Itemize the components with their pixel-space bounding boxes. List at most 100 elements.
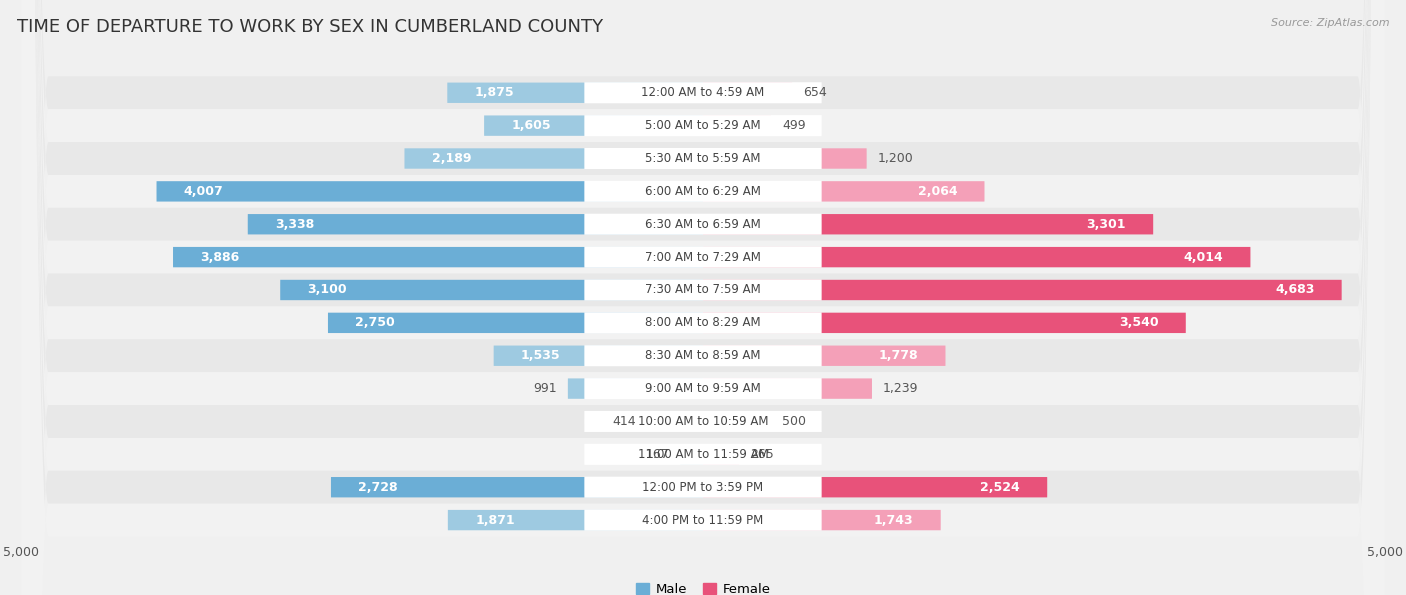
Text: 7:30 AM to 7:59 AM: 7:30 AM to 7:59 AM bbox=[645, 283, 761, 296]
FancyBboxPatch shape bbox=[703, 411, 772, 431]
Text: 3,338: 3,338 bbox=[276, 218, 315, 231]
FancyBboxPatch shape bbox=[484, 115, 703, 136]
FancyBboxPatch shape bbox=[703, 148, 866, 169]
FancyBboxPatch shape bbox=[585, 345, 821, 367]
FancyBboxPatch shape bbox=[585, 444, 821, 465]
Text: 4:00 PM to 11:59 PM: 4:00 PM to 11:59 PM bbox=[643, 513, 763, 527]
Text: Source: ZipAtlas.com: Source: ZipAtlas.com bbox=[1271, 18, 1389, 28]
Text: 1,875: 1,875 bbox=[475, 86, 515, 99]
Text: 2,750: 2,750 bbox=[356, 317, 395, 330]
FancyBboxPatch shape bbox=[703, 444, 740, 465]
Text: 500: 500 bbox=[782, 415, 806, 428]
Text: TIME OF DEPARTURE TO WORK BY SEX IN CUMBERLAND COUNTY: TIME OF DEPARTURE TO WORK BY SEX IN CUMB… bbox=[17, 18, 603, 36]
FancyBboxPatch shape bbox=[585, 148, 821, 169]
FancyBboxPatch shape bbox=[585, 280, 821, 300]
FancyBboxPatch shape bbox=[21, 0, 1385, 595]
Text: 499: 499 bbox=[782, 119, 806, 132]
Text: 3,100: 3,100 bbox=[308, 283, 347, 296]
FancyBboxPatch shape bbox=[21, 0, 1385, 595]
FancyBboxPatch shape bbox=[703, 346, 945, 366]
FancyBboxPatch shape bbox=[703, 181, 984, 202]
Text: 414: 414 bbox=[612, 415, 636, 428]
FancyBboxPatch shape bbox=[280, 280, 703, 300]
FancyBboxPatch shape bbox=[21, 0, 1385, 595]
FancyBboxPatch shape bbox=[568, 378, 703, 399]
Text: 654: 654 bbox=[803, 86, 827, 99]
Text: 1,535: 1,535 bbox=[522, 349, 561, 362]
FancyBboxPatch shape bbox=[585, 411, 821, 432]
FancyBboxPatch shape bbox=[21, 0, 1385, 595]
Text: 8:00 AM to 8:29 AM: 8:00 AM to 8:29 AM bbox=[645, 317, 761, 330]
FancyBboxPatch shape bbox=[703, 247, 1250, 267]
FancyBboxPatch shape bbox=[703, 477, 1047, 497]
Text: 4,014: 4,014 bbox=[1184, 250, 1223, 264]
FancyBboxPatch shape bbox=[156, 181, 703, 202]
FancyBboxPatch shape bbox=[703, 510, 941, 530]
Text: 12:00 AM to 4:59 AM: 12:00 AM to 4:59 AM bbox=[641, 86, 765, 99]
FancyBboxPatch shape bbox=[21, 0, 1385, 595]
Text: 265: 265 bbox=[749, 448, 773, 461]
Text: 1,605: 1,605 bbox=[512, 119, 551, 132]
FancyBboxPatch shape bbox=[585, 181, 821, 202]
Text: 12:00 PM to 3:59 PM: 12:00 PM to 3:59 PM bbox=[643, 481, 763, 494]
FancyBboxPatch shape bbox=[21, 0, 1385, 595]
Legend: Male, Female: Male, Female bbox=[636, 583, 770, 595]
FancyBboxPatch shape bbox=[681, 444, 703, 465]
FancyBboxPatch shape bbox=[703, 312, 1185, 333]
FancyBboxPatch shape bbox=[703, 280, 1341, 300]
FancyBboxPatch shape bbox=[585, 477, 821, 498]
FancyBboxPatch shape bbox=[21, 0, 1385, 595]
FancyBboxPatch shape bbox=[585, 312, 821, 333]
Text: 6:00 AM to 6:29 AM: 6:00 AM to 6:29 AM bbox=[645, 185, 761, 198]
FancyBboxPatch shape bbox=[405, 148, 703, 169]
FancyBboxPatch shape bbox=[21, 0, 1385, 595]
FancyBboxPatch shape bbox=[449, 510, 703, 530]
FancyBboxPatch shape bbox=[585, 115, 821, 136]
Text: 6:30 AM to 6:59 AM: 6:30 AM to 6:59 AM bbox=[645, 218, 761, 231]
Text: 5:00 AM to 5:29 AM: 5:00 AM to 5:29 AM bbox=[645, 119, 761, 132]
FancyBboxPatch shape bbox=[585, 509, 821, 531]
FancyBboxPatch shape bbox=[21, 0, 1385, 595]
FancyBboxPatch shape bbox=[328, 312, 703, 333]
FancyBboxPatch shape bbox=[330, 477, 703, 497]
Text: 11:00 AM to 11:59 AM: 11:00 AM to 11:59 AM bbox=[638, 448, 768, 461]
FancyBboxPatch shape bbox=[21, 0, 1385, 595]
Text: 167: 167 bbox=[645, 448, 669, 461]
FancyBboxPatch shape bbox=[247, 214, 703, 234]
FancyBboxPatch shape bbox=[585, 378, 821, 399]
Text: 3,540: 3,540 bbox=[1119, 317, 1159, 330]
Text: 4,683: 4,683 bbox=[1275, 283, 1315, 296]
Text: 3,301: 3,301 bbox=[1087, 218, 1126, 231]
FancyBboxPatch shape bbox=[21, 0, 1385, 595]
FancyBboxPatch shape bbox=[21, 0, 1385, 595]
FancyBboxPatch shape bbox=[703, 83, 792, 103]
Text: 1,239: 1,239 bbox=[883, 382, 918, 395]
Text: 1,200: 1,200 bbox=[877, 152, 914, 165]
Text: 7:00 AM to 7:29 AM: 7:00 AM to 7:29 AM bbox=[645, 250, 761, 264]
Text: 4,007: 4,007 bbox=[184, 185, 224, 198]
FancyBboxPatch shape bbox=[173, 247, 703, 267]
FancyBboxPatch shape bbox=[447, 83, 703, 103]
Text: 5:30 AM to 5:59 AM: 5:30 AM to 5:59 AM bbox=[645, 152, 761, 165]
Text: 8:30 AM to 8:59 AM: 8:30 AM to 8:59 AM bbox=[645, 349, 761, 362]
FancyBboxPatch shape bbox=[585, 82, 821, 104]
Text: 991: 991 bbox=[533, 382, 557, 395]
Text: 1,871: 1,871 bbox=[475, 513, 515, 527]
FancyBboxPatch shape bbox=[703, 214, 1153, 234]
FancyBboxPatch shape bbox=[21, 0, 1385, 595]
FancyBboxPatch shape bbox=[703, 115, 770, 136]
Text: 2,189: 2,189 bbox=[432, 152, 471, 165]
FancyBboxPatch shape bbox=[585, 214, 821, 235]
Text: 10:00 AM to 10:59 AM: 10:00 AM to 10:59 AM bbox=[638, 415, 768, 428]
FancyBboxPatch shape bbox=[703, 378, 872, 399]
Text: 2,064: 2,064 bbox=[918, 185, 957, 198]
Text: 2,728: 2,728 bbox=[359, 481, 398, 494]
FancyBboxPatch shape bbox=[21, 0, 1385, 595]
FancyBboxPatch shape bbox=[494, 346, 703, 366]
Text: 2,524: 2,524 bbox=[980, 481, 1019, 494]
Text: 1,778: 1,778 bbox=[879, 349, 918, 362]
Text: 3,886: 3,886 bbox=[200, 250, 239, 264]
Text: 9:00 AM to 9:59 AM: 9:00 AM to 9:59 AM bbox=[645, 382, 761, 395]
FancyBboxPatch shape bbox=[647, 411, 703, 431]
Text: 1,743: 1,743 bbox=[873, 513, 914, 527]
